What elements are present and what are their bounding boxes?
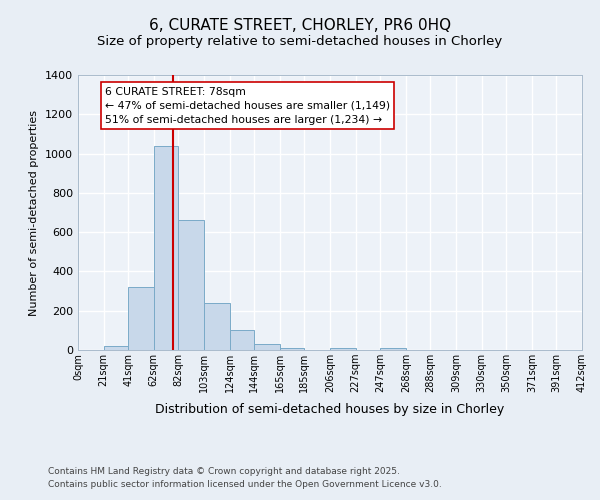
X-axis label: Distribution of semi-detached houses by size in Chorley: Distribution of semi-detached houses by … bbox=[155, 404, 505, 416]
Bar bbox=[330, 348, 356, 350]
Text: 6 CURATE STREET: 78sqm
← 47% of semi-detached houses are smaller (1,149)
51% of : 6 CURATE STREET: 78sqm ← 47% of semi-det… bbox=[105, 87, 390, 125]
Bar bbox=[280, 348, 304, 350]
Y-axis label: Number of semi-detached properties: Number of semi-detached properties bbox=[29, 110, 40, 316]
Text: Size of property relative to semi-detached houses in Chorley: Size of property relative to semi-detach… bbox=[97, 35, 503, 48]
Text: Contains HM Land Registry data © Crown copyright and database right 2025.: Contains HM Land Registry data © Crown c… bbox=[48, 468, 400, 476]
Bar bbox=[254, 344, 280, 350]
Bar bbox=[154, 146, 178, 350]
Bar bbox=[104, 346, 128, 350]
Bar bbox=[178, 220, 204, 350]
Bar bbox=[230, 330, 254, 350]
Bar bbox=[380, 348, 406, 350]
Text: 6, CURATE STREET, CHORLEY, PR6 0HQ: 6, CURATE STREET, CHORLEY, PR6 0HQ bbox=[149, 18, 451, 32]
Bar bbox=[204, 303, 230, 350]
Text: Contains public sector information licensed under the Open Government Licence v3: Contains public sector information licen… bbox=[48, 480, 442, 489]
Bar bbox=[128, 287, 154, 350]
